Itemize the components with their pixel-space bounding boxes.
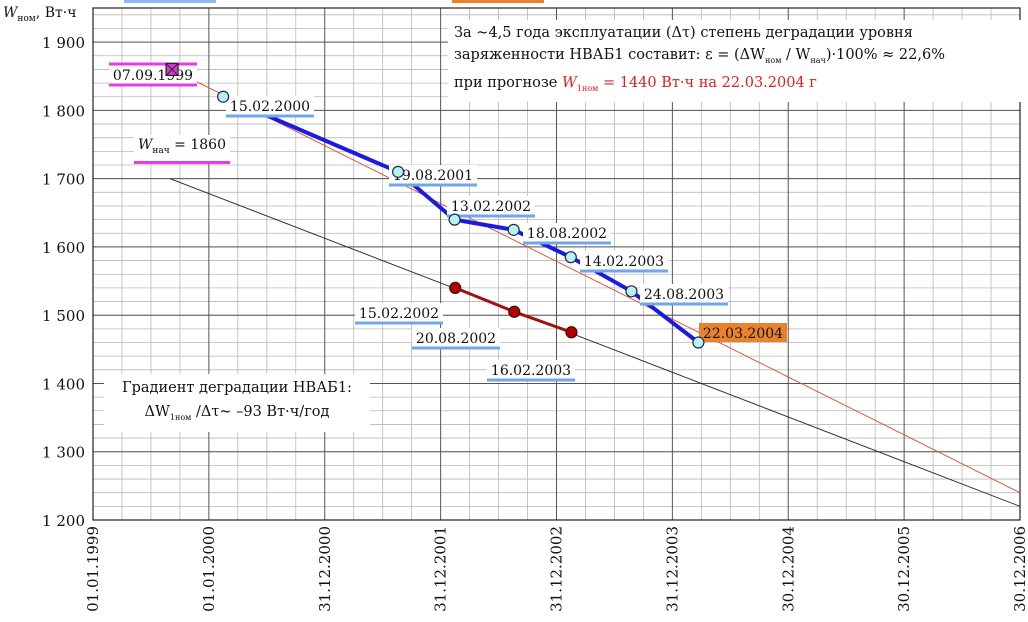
info-line-2-sub2: нач: [810, 55, 826, 65]
info-line-2-b: / W: [781, 47, 811, 63]
x-tick-label: 01.01.2000: [200, 526, 218, 612]
degradation-info-box: За ~4,5 года эксплуатации (Δτ) степень д…: [448, 20, 1026, 102]
info-line-3-a: при прогнозе: [454, 74, 562, 91]
w-start-value: = 1860: [169, 137, 226, 153]
start-marker-cross: [165, 63, 179, 76]
y-tick-label: 1 500: [42, 307, 85, 325]
x-tick-label: 30.12.2005: [895, 526, 913, 612]
blue-marker: [448, 213, 461, 226]
info-line-3: при прогнозе W1ном = 1440 Вт·ч на 22.03.…: [454, 72, 1020, 100]
info-line-1: За ~4,5 года эксплуатации (Δτ) степень д…: [454, 25, 913, 41]
blue-marker: [564, 251, 577, 264]
legend-patches: [124, 0, 544, 3]
gradient-line-2: ΔW1ном /Δτ~ –93 Вт·ч/год: [108, 400, 366, 430]
blue-marker: [692, 336, 705, 349]
black_trend-line: [169, 178, 1021, 507]
legend-patch-orange: [452, 0, 544, 3]
point-label-bg: [580, 251, 668, 270]
plot-border: [92, 7, 1021, 521]
point-label-bg: [447, 196, 535, 215]
y-tick-label: 1 900: [42, 34, 85, 52]
gradient-box: Градиент деградации НВАБ1: ΔW1ном /Δτ~ –…: [104, 374, 370, 432]
x-tick-label: 31.12.2002: [548, 526, 566, 612]
y-axis-label: Wном, Вт·ч: [3, 5, 76, 24]
red-marker: [565, 326, 578, 339]
point-label-text: 22.03.2004: [703, 326, 783, 342]
point-label-bg: [226, 96, 314, 115]
point-label-bg: [487, 360, 575, 379]
blue-marker: [391, 165, 405, 178]
info-line-2: заряженности НВАБ1 составит: ε = (ΔWном …: [454, 44, 1020, 72]
red-marker: [508, 305, 521, 318]
point-label-text: 07.09.1999: [113, 68, 193, 84]
point-label-bg: [412, 328, 500, 347]
y-tick-label: 1 400: [42, 375, 85, 393]
blue-marker: [507, 223, 520, 236]
point-label-bg: [699, 323, 787, 342]
info-line-2-sub1: ном: [765, 55, 782, 65]
x-tick-label: 31.12.2001: [432, 526, 450, 612]
point-label-text: 24.08.2003: [644, 287, 724, 303]
point-label-bg: [523, 223, 611, 242]
w-start-annotation: Wнач = 1860: [134, 135, 230, 164]
point-label-text: 15.02.2000: [230, 99, 310, 115]
point-label-text: 15.02.2002: [359, 306, 439, 322]
gradient-line-1: Градиент деградации НВАБ1:: [122, 380, 352, 396]
point-label-text: 13.02.2002: [451, 199, 531, 215]
y-axis-ticks: 1 200 1 300 1 400 1 500 1 600 1 700 1 800 1 900: [42, 34, 85, 530]
point-label-text: 18.08.2002: [527, 226, 607, 242]
y-tick-label: 1 700: [42, 171, 85, 189]
red_trend-line: [171, 69, 1021, 494]
info-line-3-w: W: [562, 74, 577, 91]
y-tick-label: 1 300: [42, 444, 85, 462]
gradient-line-2-a: ΔW: [144, 404, 170, 420]
gradient-line-2-b: /Δτ~ –93 Вт·ч/год: [191, 404, 330, 420]
blue-marker: [625, 285, 638, 298]
legend-patch-blue: [124, 0, 216, 3]
blue-marker: [217, 90, 230, 103]
info-line-3-sub: 1ном: [576, 83, 599, 93]
w-start-symbol: W: [138, 137, 153, 153]
y-tick-label: 1 200: [42, 512, 85, 530]
point-label-boxes: 15.02.2000 19.08.2001 13.02.2002 18.08.2002…: [109, 62, 787, 382]
x-tick-label: 30.12.2004: [779, 526, 797, 612]
gradient-line-2-sub: 1ном: [169, 412, 192, 422]
x-axis-ticks: 01.01.1999 01.01.2000 31.12.2000 31.12.2001…: [84, 526, 1028, 612]
red-marker: [449, 281, 462, 294]
x-tick-label: 31.12.2003: [663, 526, 681, 612]
y-tick-label: 1 600: [42, 239, 85, 257]
trend-lines: [169, 69, 1021, 507]
point-label-text: 19.08.2001: [393, 168, 473, 184]
point-label-bg: [640, 284, 728, 303]
x-tick-label: 31.12.2000: [316, 526, 334, 612]
point-label-bg: [389, 165, 477, 184]
point-label-text: 16.02.2003: [491, 363, 571, 379]
point-label-text: 20.08.2002: [416, 331, 496, 347]
series-markers: [165, 62, 705, 349]
y-tick-label: 1 800: [42, 102, 85, 120]
point-label-bg: [355, 303, 443, 322]
info-line-3-b: = 1440 Вт·ч на 22.03.2004 г: [598, 74, 817, 91]
x-tick-label: 01.01.1999: [84, 526, 102, 612]
info-line-2-a: заряженности НВАБ1 составит: ε = (ΔW: [454, 47, 766, 63]
info-line-2-c: )·100% ≈ 22,6%: [825, 47, 945, 63]
x-tick-label: 30.12.2006: [1011, 526, 1028, 612]
point-label-text: 14.02.2003: [584, 254, 664, 270]
plot-frame: [92, 7, 1021, 521]
w-start-subscript: нач: [152, 145, 170, 156]
